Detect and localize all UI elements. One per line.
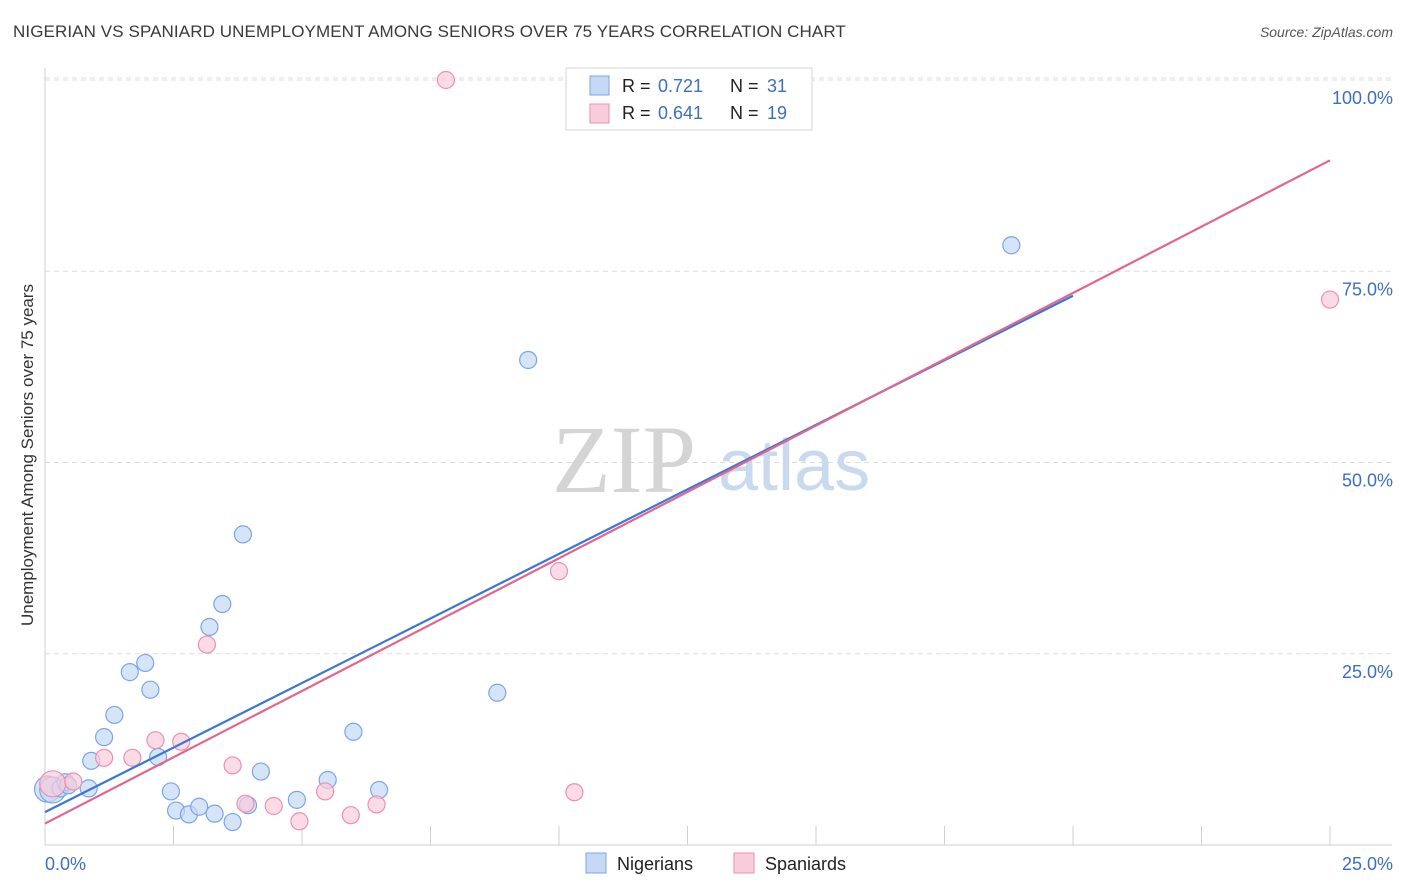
nigerians-point [251,762,270,781]
legend-nigerians-icon [585,852,607,874]
nigerians-point [488,683,507,702]
spaniards-point [123,748,142,767]
spaniards-point [223,756,242,775]
r-value-spaniards: 0.641 [658,103,703,123]
nigerians-point [344,722,363,741]
grid-lines [45,77,1392,655]
nigerians-point [136,653,155,673]
watermark: ZIP atlas [552,406,870,513]
spaniards-point [146,731,165,750]
nigerians-point [105,705,124,725]
spaniards-point [316,782,335,801]
spaniards-trend-line [44,159,1331,825]
nigerians-swatch-icon [589,75,610,96]
nigerians-point [120,663,139,682]
nigerians-point [287,790,306,809]
y-axis-label: Unemployment Among Seniors over 75 years [18,284,37,626]
n-label-spaniards: N = [730,103,759,123]
nigerians-point [95,728,114,747]
spaniards-point [236,794,255,813]
n-value-nigerians: 31 [767,76,787,96]
spaniards-point [1320,290,1340,309]
y-tick-label: 50.0% [1342,471,1393,491]
legend-nigerians-label: Nigerians [617,854,693,874]
x-tick-label: 0.0% [45,854,86,874]
spaniards-point [549,562,569,581]
tick-labels: 25.0% 50.0% 75.0% 100.0% 0.0% 25.0% [45,88,1393,874]
r-label-nigerians: R = [622,76,651,96]
spaniards-point [197,635,217,654]
watermark-atlas: atlas [718,426,870,506]
x-tick-label: 25.0% [1342,854,1393,874]
nigerians-point [223,812,242,832]
n-value-spaniards: 19 [767,103,787,123]
nigerians-point [1002,236,1021,255]
r-value-nigerians: 0.721 [658,76,703,96]
source-credit: Source: ZipAtlas.com [1259,24,1393,40]
legend-spaniards-label: Spaniards [765,854,846,874]
spaniards-swatch-icon [589,103,610,124]
nigerians-point [141,680,160,699]
data-points [33,70,1340,832]
spaniards-point [39,770,67,798]
nigerians-point [519,350,538,370]
y-tick-label: 100.0% [1332,88,1393,108]
watermark-zip: ZIP [552,406,696,513]
spaniards-point [264,796,283,816]
spaniards-point [565,783,584,802]
bottom-legend: Nigerians Spaniards [585,852,846,874]
nigerians-point [233,525,252,544]
spaniards-point [436,70,456,90]
y-tick-label: 75.0% [1342,279,1393,299]
y-tick-label: 25.0% [1342,662,1393,682]
nigerians-point [213,594,232,614]
chart-title: NIGERIAN VS SPANIARD UNEMPLOYMENT AMONG … [13,22,846,41]
legend-spaniards-icon [733,852,755,874]
nigerians-point [205,804,224,823]
trend-lines [44,159,1331,825]
nigerians-point [161,782,181,801]
spaniards-point [367,795,386,814]
spaniards-point [341,806,360,825]
n-label-nigerians: N = [730,76,759,96]
spaniards-point [95,748,114,767]
spaniards-point [290,812,309,831]
nigerians-point [190,797,209,816]
spaniards-point [64,772,83,791]
stats-legend: R = 0.721 N = 31 R = 0.641 N = 19 [565,67,813,131]
r-label-spaniards: R = [622,103,651,123]
nigerians-point [200,617,219,637]
